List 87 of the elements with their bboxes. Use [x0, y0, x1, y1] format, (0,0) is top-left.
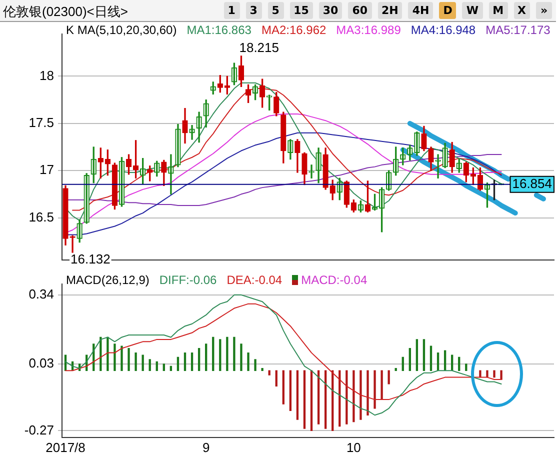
bar: [493, 370, 496, 378]
bar: [310, 370, 313, 432]
bar: [184, 352, 186, 371]
period-button[interactable]: M: [488, 2, 508, 19]
period-button[interactable]: 3: [246, 2, 262, 19]
bar: [374, 370, 376, 409]
bar: [247, 352, 250, 371]
bar: [190, 352, 194, 371]
text: MA5:17.173: [486, 23, 550, 37]
y-tick-label: 17: [40, 162, 54, 178]
bar: [162, 364, 165, 371]
bar: [106, 336, 109, 371]
bar: [430, 346, 432, 371]
bar: [170, 366, 172, 371]
bar: [176, 356, 180, 371]
period-button[interactable]: W: [462, 2, 483, 19]
y-tick-label: 16.5: [28, 209, 54, 224]
bar: [219, 339, 222, 371]
series-label: DEA:-0.04: [226, 273, 282, 287]
bar: [402, 356, 404, 371]
period-button[interactable]: 2H: [378, 2, 402, 19]
bar: [233, 336, 236, 371]
bar: [394, 368, 397, 371]
y-tick-label: 0.03: [28, 356, 54, 371]
bar: [148, 359, 151, 371]
bar: [416, 339, 418, 371]
bar: [212, 336, 214, 371]
bar: [240, 344, 242, 371]
bar: [408, 348, 411, 371]
bar: [226, 336, 228, 371]
bar: [128, 348, 130, 371]
period-button[interactable]: 30: [318, 2, 342, 19]
y-tick-label: -0.27: [24, 422, 54, 438]
bar: [282, 370, 284, 404]
bar: [205, 344, 208, 371]
bar: [289, 370, 292, 412]
bar: [479, 370, 482, 378]
bar: [324, 370, 327, 429]
y-tick-label: 17.5: [28, 114, 54, 130]
x-tick-label: 9: [202, 440, 210, 455]
period-button[interactable]: 1: [224, 2, 240, 19]
bar: [380, 370, 383, 400]
bar: [352, 370, 355, 422]
bar: [120, 346, 123, 371]
period-button[interactable]: 4H: [408, 2, 434, 19]
bar: [254, 359, 256, 371]
bar: [296, 370, 299, 420]
bar: [134, 352, 137, 371]
bar: [198, 348, 200, 371]
period-button[interactable]: X: [514, 2, 530, 19]
legend-title: K MA(5,10,20,30,60): [66, 23, 177, 37]
period-button[interactable]: »: [536, 2, 552, 19]
bar: [388, 370, 390, 384]
bar: [317, 370, 320, 424]
y-tick-label: 18: [40, 68, 54, 83]
legend-title: MACD(26,12,9): [66, 273, 150, 287]
text: MA2:16.962: [261, 23, 326, 37]
ref-line-label: 16.854: [512, 176, 552, 191]
bar: [142, 354, 144, 371]
series-label: DIFF:-0.06: [159, 273, 217, 287]
text: MA3:16.989: [336, 23, 401, 37]
bar: [465, 364, 468, 371]
bar: [500, 370, 502, 380]
chart-title: 伦敦银(02300)<日线>: [3, 3, 128, 21]
period-button[interactable]: 60: [348, 2, 372, 19]
period-button[interactable]: 5: [268, 2, 284, 19]
y-tick-label: 0.34: [28, 286, 54, 302]
x-tick-label: 10: [346, 440, 361, 455]
period-button[interactable]: 15: [290, 2, 313, 19]
bar: [114, 344, 116, 371]
period-button[interactable]: D: [439, 2, 456, 19]
bar: [366, 370, 369, 416]
bar: [458, 356, 460, 371]
bar: [261, 368, 264, 371]
bar: [360, 370, 362, 420]
bar: [275, 370, 278, 387]
text: 16.132: [70, 252, 110, 267]
bar: [422, 339, 426, 371]
bar: [303, 370, 306, 429]
x-tick-label: 2017/8: [46, 440, 86, 455]
bar: [156, 361, 158, 371]
text: MA1:16.863: [186, 23, 252, 37]
bar: [268, 370, 270, 376]
bar: [486, 370, 488, 378]
text: 18.215: [239, 40, 279, 56]
text: MA4:16.948: [410, 23, 476, 37]
legend-label: MACD:-0.04: [301, 273, 368, 287]
